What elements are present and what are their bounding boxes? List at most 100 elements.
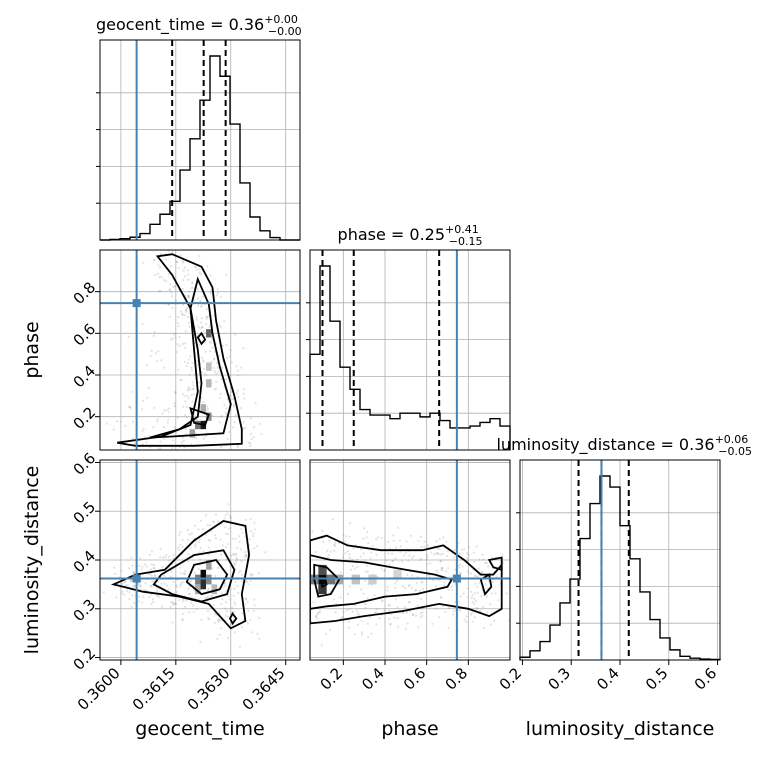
scatter-point (150, 574, 153, 578)
scatter-point (198, 255, 201, 258)
scatter-point (458, 609, 461, 612)
scatter-point (246, 600, 249, 603)
scatter-point (161, 412, 164, 415)
scatter-point (458, 552, 461, 555)
scatter-point (201, 325, 204, 328)
y-tick-label-luminosity_distance: 0.3 (70, 595, 100, 625)
scatter-point (207, 595, 210, 598)
scatter-point (366, 531, 369, 534)
scatter-point (170, 295, 173, 298)
scatter-point (207, 553, 210, 557)
scatter-point (421, 581, 424, 584)
scatter-point (190, 443, 193, 446)
scatter-point (328, 539, 331, 542)
scatter-point (181, 259, 184, 263)
scatter-point (229, 623, 232, 626)
scatter-point (131, 390, 134, 393)
scatter-point (327, 553, 330, 557)
scatter-point (459, 572, 463, 575)
scatter-point (225, 343, 228, 346)
scatter-point (169, 265, 173, 268)
scatter-point (473, 574, 476, 578)
scatter-point (232, 594, 235, 597)
scatter-point (213, 370, 217, 373)
scatter-point (158, 290, 161, 293)
scatter-point (253, 604, 256, 607)
scatter-point (347, 626, 350, 629)
scatter-point (401, 560, 404, 563)
scatter-point (141, 322, 144, 325)
scatter-point (385, 559, 388, 562)
scatter-point (247, 583, 250, 586)
scatter-point (131, 594, 134, 597)
scatter-point (143, 563, 146, 566)
scatter-point (194, 265, 197, 268)
scatter-point (170, 338, 173, 341)
scatter-point (459, 595, 462, 598)
scatter-point (159, 556, 162, 559)
scatter-point (183, 342, 187, 345)
scatter-point (148, 435, 151, 438)
y-tick-label-phase: 0.4 (70, 362, 100, 392)
scatter-point (321, 529, 324, 533)
scatter-point (131, 420, 135, 424)
density-cell (200, 404, 207, 413)
scatter-point (190, 579, 193, 583)
scatter-point (383, 569, 386, 572)
scatter-point (142, 261, 145, 264)
scatter-point (477, 567, 480, 570)
scatter-point (466, 557, 469, 560)
scatter-point (333, 549, 336, 552)
scatter-point (216, 620, 220, 623)
scatter-point (181, 436, 184, 439)
scatter-point (141, 565, 144, 568)
scatter-point (120, 582, 124, 586)
tick-labels: 0.3600 0.3615 0.3630 0.3645 0.2 0.4 0.6 0.8 0.2 0… (70, 278, 721, 714)
scatter-point (214, 513, 218, 516)
scatter-point (175, 590, 178, 594)
scatter-point (186, 529, 189, 532)
scatter-point (202, 400, 205, 404)
scatter-point (344, 552, 347, 555)
density-cell (206, 362, 212, 371)
scatter-point (197, 568, 200, 571)
scatter-point (315, 614, 318, 618)
scatter-point (157, 350, 160, 353)
scatter-point (128, 405, 131, 408)
scatter-point (179, 543, 182, 546)
scatter-point (392, 559, 395, 563)
scatter-point (226, 512, 229, 515)
scatter-point (224, 607, 227, 610)
scatter-point (233, 421, 236, 424)
scatter-point (205, 308, 208, 311)
hist-luminosity_distance (519, 475, 721, 661)
scatter-point (365, 564, 368, 567)
scatter-point (170, 570, 173, 573)
scatter-point (190, 366, 193, 369)
scatter-point (356, 558, 359, 561)
scatter-point (362, 552, 365, 555)
scatter-point (378, 617, 381, 620)
scatter-point (181, 313, 184, 316)
scatter-point (404, 587, 407, 590)
scatter-point (234, 333, 237, 336)
contour-line (487, 556, 503, 572)
scatter-point (235, 552, 238, 555)
scatter-point (120, 592, 123, 595)
scatter-point (174, 299, 178, 303)
scatter-point (235, 560, 238, 563)
scatter-point (175, 585, 178, 588)
scatter-point (235, 392, 238, 395)
scatter-point (159, 547, 162, 550)
hist-phase (309, 265, 511, 450)
scatter-point (356, 565, 359, 568)
scatter-point (180, 441, 183, 444)
density-cell (318, 584, 327, 595)
scatter-point (154, 352, 158, 355)
scatter-point (176, 343, 179, 346)
scatter-point (435, 569, 438, 572)
scatter-point (123, 593, 126, 596)
scatter-point (438, 547, 441, 551)
scatter-point (210, 595, 213, 598)
scatter-point (232, 552, 235, 555)
